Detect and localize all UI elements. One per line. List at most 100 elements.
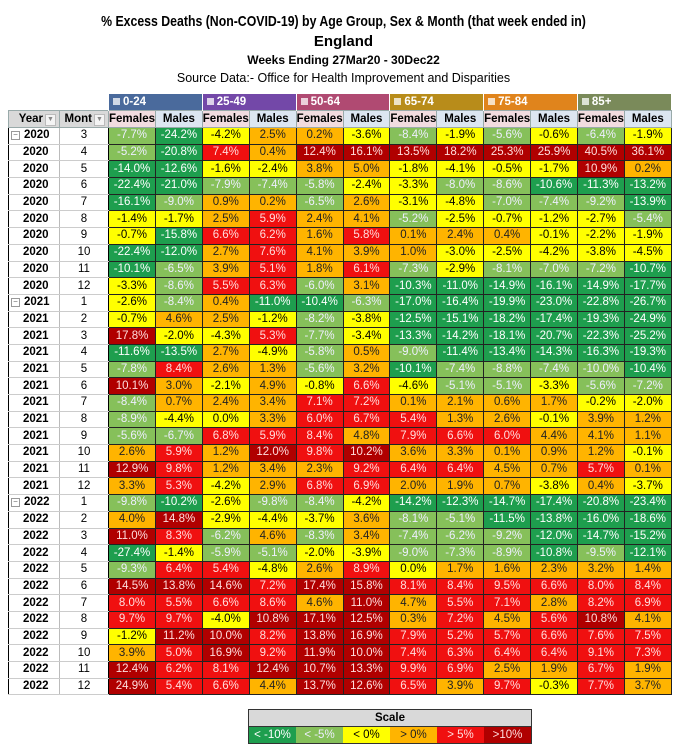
value-cell: 2.3% xyxy=(530,560,578,579)
value-cell: -13.9% xyxy=(623,193,672,212)
month-cell: 4 xyxy=(59,544,109,562)
value-cell: 6.5% xyxy=(389,677,438,696)
value-cell: -8.4% xyxy=(155,293,203,312)
value-cell: 4.0% xyxy=(107,510,157,529)
year-value: 2021 xyxy=(23,346,49,359)
value-cell: 2.6% xyxy=(201,360,250,379)
scale-title: Scale xyxy=(249,710,531,728)
collapse-icon[interactable] xyxy=(581,97,589,105)
value-cell: 1.8% xyxy=(295,260,344,279)
age-group-header-50-64[interactable]: 50-64 xyxy=(295,94,390,111)
males-header: Males xyxy=(155,110,203,128)
collapse-icon[interactable] xyxy=(394,97,402,105)
value-cell: -8.6% xyxy=(155,277,203,295)
value-cell: 10.0% xyxy=(342,644,391,662)
age-group-header-25-49[interactable]: 25-49 xyxy=(201,94,297,111)
table-row: 2022 12 24.9% 5.4% 6.6% 4.4% 13.7% 12.6% 6.5% 3.9… xyxy=(8,677,672,696)
value-cell: -6.5% xyxy=(155,260,203,279)
value-cell: 5.1% xyxy=(248,260,297,279)
value-cell: 0.6% xyxy=(483,394,532,412)
value-cell: -0.1% xyxy=(530,410,578,429)
value-cell: -14.3% xyxy=(530,343,578,362)
age-group-label: 75-84 xyxy=(498,95,528,108)
value-cell: 7.5% xyxy=(623,627,672,646)
value-cell: 12.9% xyxy=(107,460,157,479)
value-cell: -7.3% xyxy=(436,544,485,562)
year-cell: 2021 xyxy=(8,427,60,446)
value-cell: 6.6% xyxy=(342,377,391,395)
month-cell: 3 xyxy=(59,327,109,345)
year-value: 2021 xyxy=(23,396,49,409)
value-cell: -5.1% xyxy=(483,377,532,395)
date-range: Weeks Ending 27Mar20 - 30Dec22 xyxy=(247,53,440,67)
value-cell: 6.4% xyxy=(389,460,438,479)
year-header[interactable]: Year ▼ xyxy=(8,110,60,128)
year-value: 2022 xyxy=(23,563,49,576)
value-cell: -3.8% xyxy=(530,477,578,496)
value-cell: 0.4% xyxy=(248,143,297,162)
value-cell: -3.3% xyxy=(389,177,438,195)
value-cell: -1.9% xyxy=(436,127,485,145)
value-cell: -10.4% xyxy=(295,293,344,312)
value-cell: 5.0% xyxy=(155,644,203,662)
value-cell: 6.7% xyxy=(576,661,625,679)
value-cell: 6.2% xyxy=(248,227,297,245)
value-cell: 6.4% xyxy=(436,460,485,479)
value-cell: -5.1% xyxy=(248,544,297,562)
year-value: 2020 xyxy=(23,262,49,275)
filter-dropdown-icon[interactable]: ▼ xyxy=(45,113,56,126)
collapse-icon[interactable] xyxy=(488,97,496,105)
value-cell: -6.0% xyxy=(295,277,344,295)
collapse-year-icon[interactable]: − xyxy=(11,298,20,308)
value-cell: 8.9% xyxy=(342,560,391,579)
value-cell: 2.1% xyxy=(436,394,485,412)
month-cell: 11 xyxy=(59,261,109,279)
value-cell: 8.2% xyxy=(576,594,625,612)
value-cell: -1.4% xyxy=(155,544,203,562)
value-cell: 3.2% xyxy=(576,560,625,579)
value-cell: -12.3% xyxy=(436,494,485,512)
value-cell: -2.5% xyxy=(436,210,485,229)
value-cell: -8.6% xyxy=(483,177,532,195)
collapse-icon[interactable] xyxy=(113,97,120,105)
value-cell: 3.9% xyxy=(201,260,250,279)
collapse-year-icon[interactable]: − xyxy=(11,131,20,141)
value-cell: -1.2% xyxy=(530,210,578,229)
year-cell: 2021 xyxy=(8,377,60,395)
filter-dropdown-icon[interactable]: ▼ xyxy=(94,113,105,126)
value-cell: -8.2% xyxy=(295,310,344,329)
month-cell: 12 xyxy=(59,277,109,295)
age-group-header-0-24[interactable]: 0-24 xyxy=(108,94,203,111)
month-header[interactable]: Mont ▼ xyxy=(59,110,109,128)
age-group-header-85+[interactable]: 85+ xyxy=(576,94,672,111)
value-cell: -7.3% xyxy=(389,260,438,279)
value-cell: -10.2% xyxy=(155,494,203,512)
collapse-icon[interactable] xyxy=(300,97,308,105)
value-cell: 3.9% xyxy=(342,243,391,262)
value-cell: -9.0% xyxy=(389,544,438,562)
value-cell: -0.6% xyxy=(530,127,578,145)
table-row: 2020 7 -16.1% -9.0% 0.9% 0.2% -6.5% 2.6% -3.1% -4… xyxy=(8,193,672,212)
year-value: 2022 xyxy=(23,546,49,559)
value-cell: -2.9% xyxy=(436,260,485,279)
table-row: 2022 4 -27.4% -1.4% -5.9% -5.1% -2.0% -3.9% -9.0… xyxy=(8,544,672,562)
value-cell: -7.2% xyxy=(576,260,625,279)
year-value: 2021 xyxy=(23,413,49,426)
table-row: 2022 10 3.9% 5.0% 16.9% 9.2% 11.9% 10.0% 7.4% 6.3… xyxy=(8,644,672,662)
collapse-icon[interactable] xyxy=(206,97,214,105)
females-header: Females xyxy=(295,110,344,128)
value-cell: -13.2% xyxy=(623,177,672,195)
collapse-year-icon[interactable]: − xyxy=(11,498,20,508)
year-cell: 2022 xyxy=(8,678,60,696)
table-row: 2020 6 -22.4% -21.0% -7.9% -7.4% -5.8% -2.4% -3.… xyxy=(8,177,672,195)
value-cell: 6.7% xyxy=(342,410,391,429)
value-cell: 16.9% xyxy=(342,627,391,646)
value-cell: -21.0% xyxy=(155,177,203,195)
value-cell: -19.3% xyxy=(576,310,625,329)
age-group-header-65-74[interactable]: 65-74 xyxy=(389,94,484,111)
year-cell: 2020 xyxy=(8,160,60,179)
value-cell: 14.5% xyxy=(107,577,157,596)
value-cell: 1.2% xyxy=(576,444,625,462)
age-group-header-75-84[interactable]: 75-84 xyxy=(483,94,578,111)
value-cell: 3.3% xyxy=(436,444,485,462)
